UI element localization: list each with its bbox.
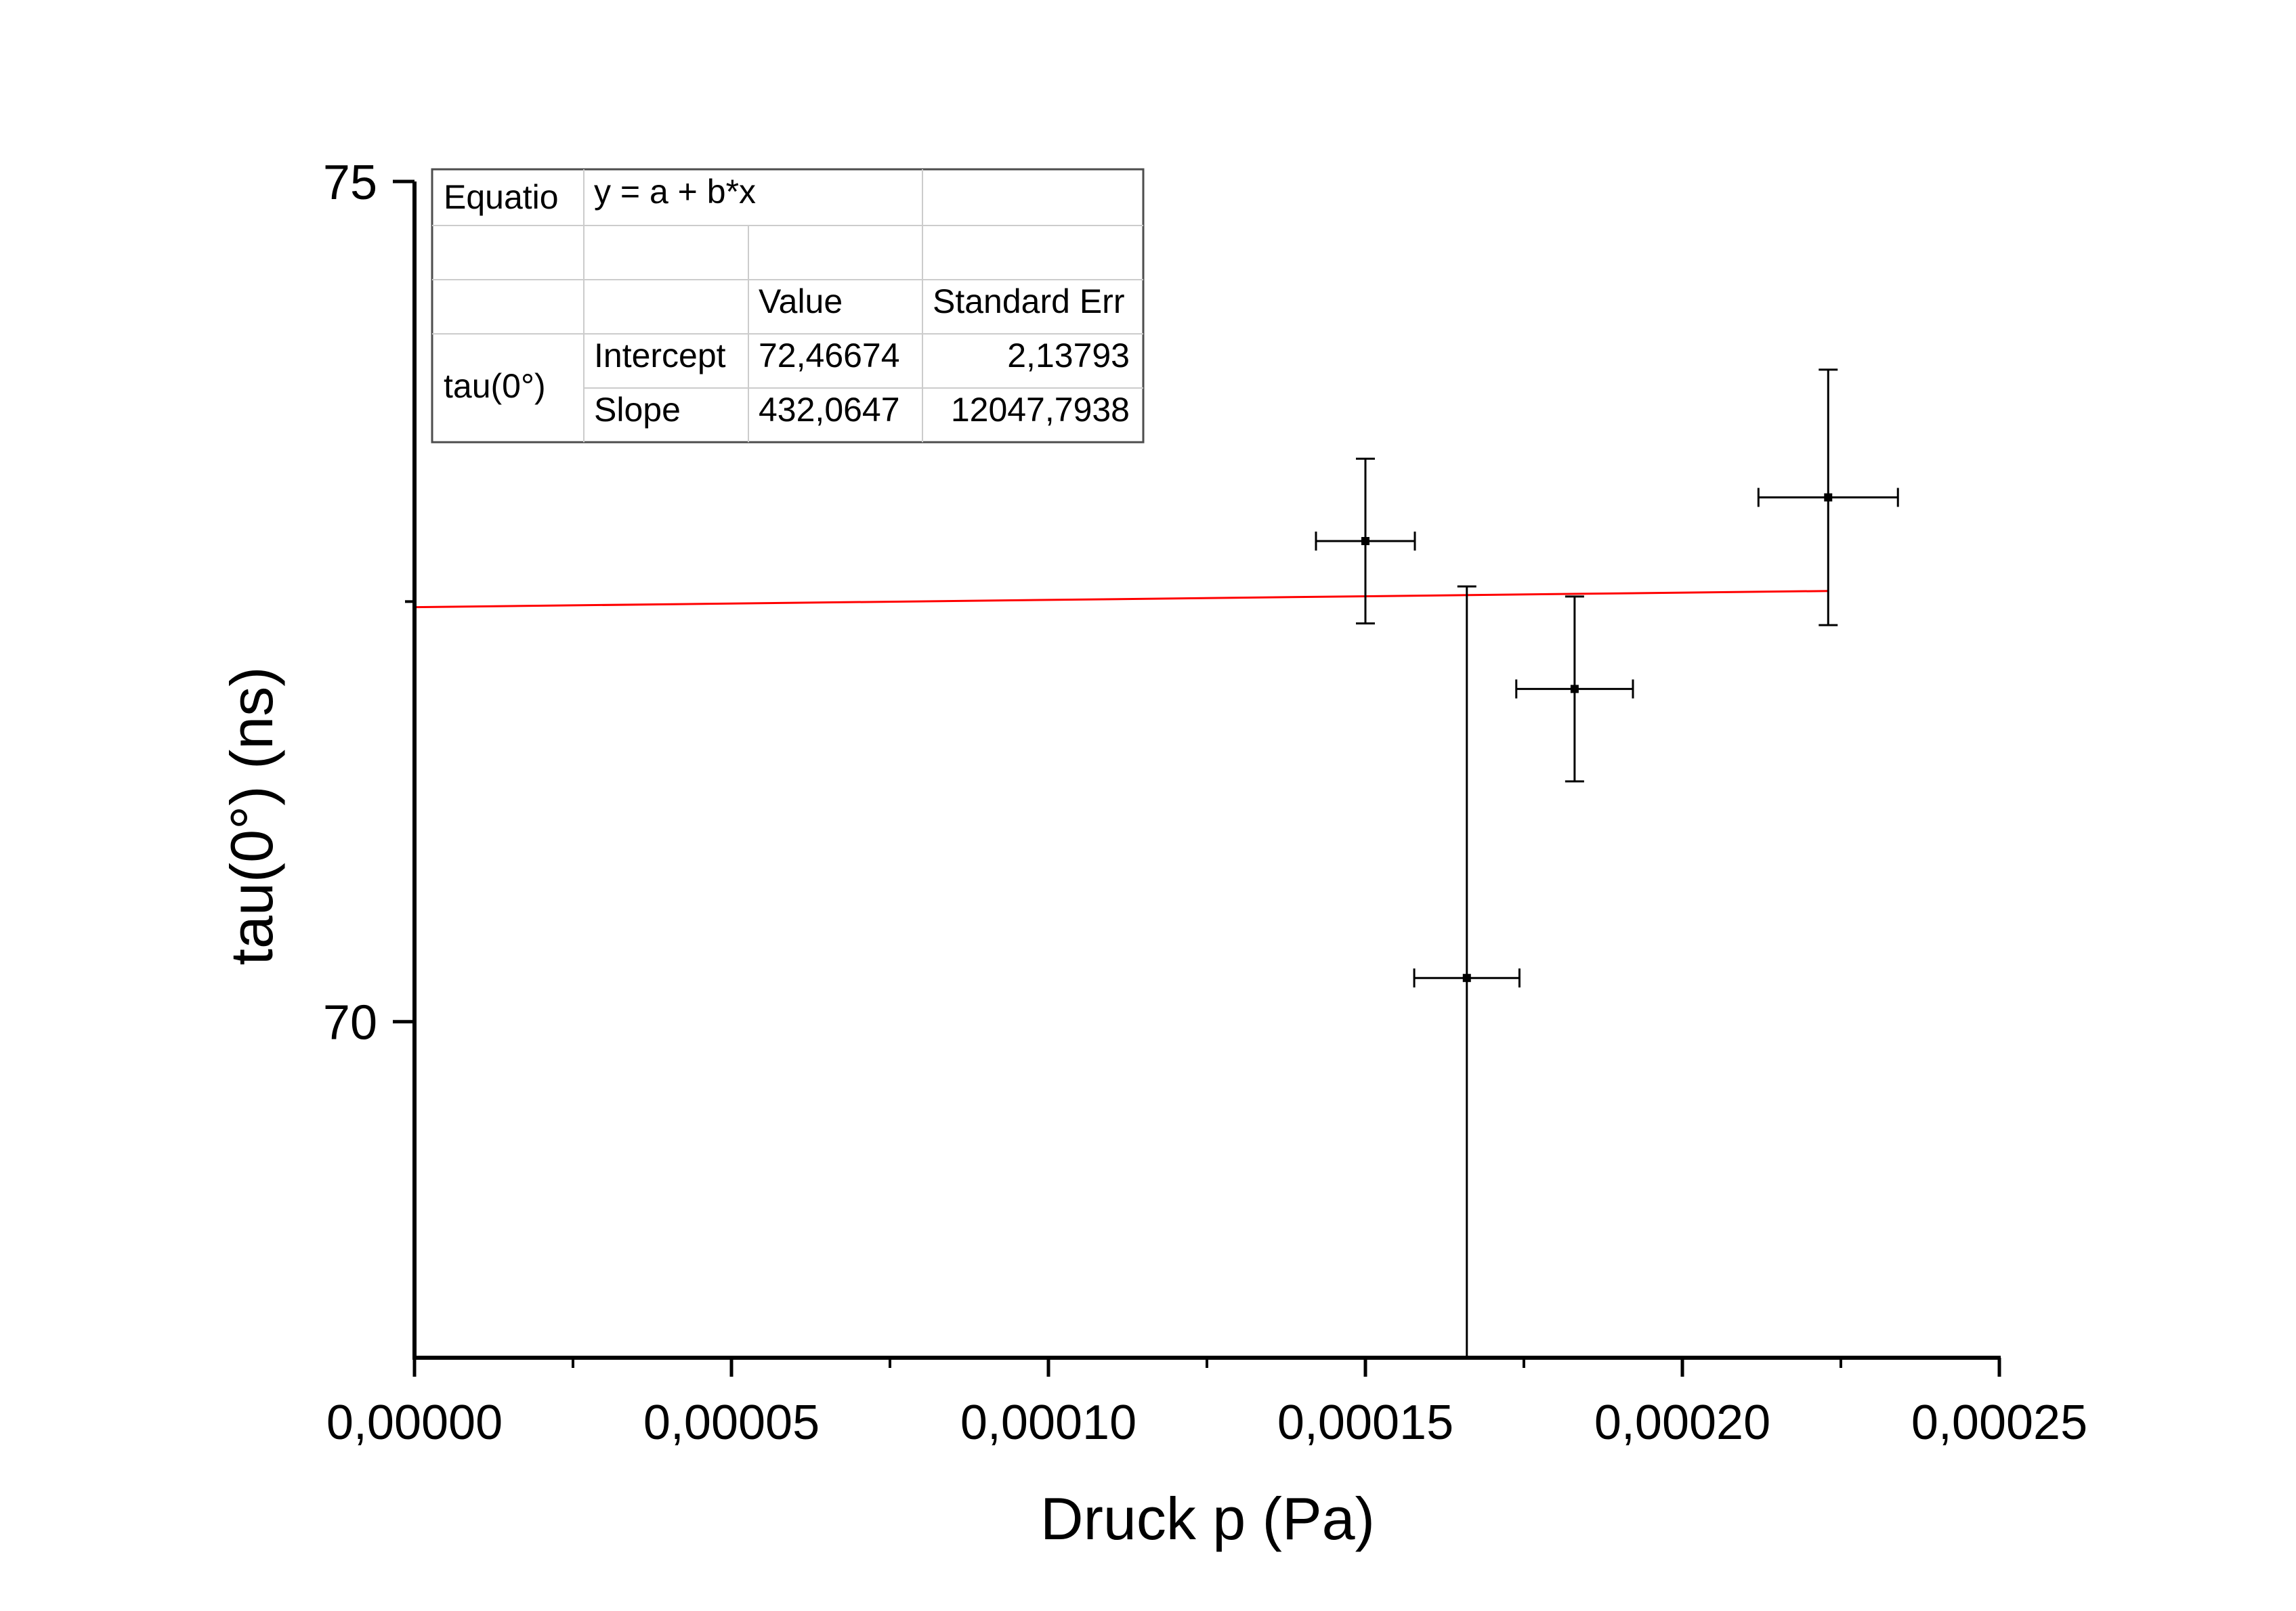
- point-marker: [1361, 537, 1369, 546]
- x-tick-label: 0,00005: [643, 1396, 820, 1450]
- point-marker: [1824, 493, 1833, 502]
- table-header-value: Value: [759, 282, 843, 320]
- table-border: [431, 168, 1145, 444]
- fit-line: [414, 590, 1829, 609]
- x-tick-label: 0,00010: [960, 1396, 1136, 1450]
- x-tick-label: 0,00025: [1911, 1396, 2087, 1450]
- table-grid: [432, 169, 1143, 442]
- point-marker: [1462, 974, 1471, 983]
- table-intercept-value: 72,46674: [759, 337, 900, 374]
- table-intercept-name: Intercept: [594, 337, 726, 374]
- data-point: [1515, 595, 1634, 783]
- y-tick-label: 70: [323, 996, 377, 1050]
- y-tick-label: 75: [323, 156, 377, 210]
- fit-parameter-table: Equatio y = a + b*x Value Standard Err t…: [431, 168, 1145, 444]
- table-equation: y = a + b*x: [594, 173, 756, 211]
- x-tick-label: 0,00000: [326, 1396, 503, 1450]
- y-axis-title: tau(0°) (ns): [218, 666, 285, 965]
- data-point: [1413, 585, 1521, 1358]
- x-axis-title: Druck p (Pa): [1040, 1485, 1375, 1552]
- table-equation-label: Equatio: [444, 178, 559, 216]
- table-header-error: Standard Err: [933, 282, 1124, 320]
- table-slope-error: 12047,7938: [951, 391, 1130, 429]
- ticks: 0,00000 0,00005 0,00010 0,00015 0,00020 0,000…: [323, 156, 2087, 1450]
- x-tick-label: 0,00020: [1594, 1396, 1770, 1450]
- table-slope-value: 432,0647: [759, 391, 900, 429]
- point-marker: [1570, 685, 1579, 693]
- data-point: [1315, 457, 1416, 625]
- axes: 0,00000 0,00005 0,00010 0,00015 0,00020 0,000…: [323, 156, 2087, 1450]
- data-point: [1757, 368, 1899, 626]
- table-slope-name: Slope: [594, 391, 681, 429]
- table-intercept-error: 2,13793: [1007, 337, 1130, 374]
- plot-area: [414, 368, 1899, 1358]
- x-tick-label: 0,00015: [1277, 1396, 1453, 1450]
- table-row-group-label: tau(0°): [444, 367, 546, 405]
